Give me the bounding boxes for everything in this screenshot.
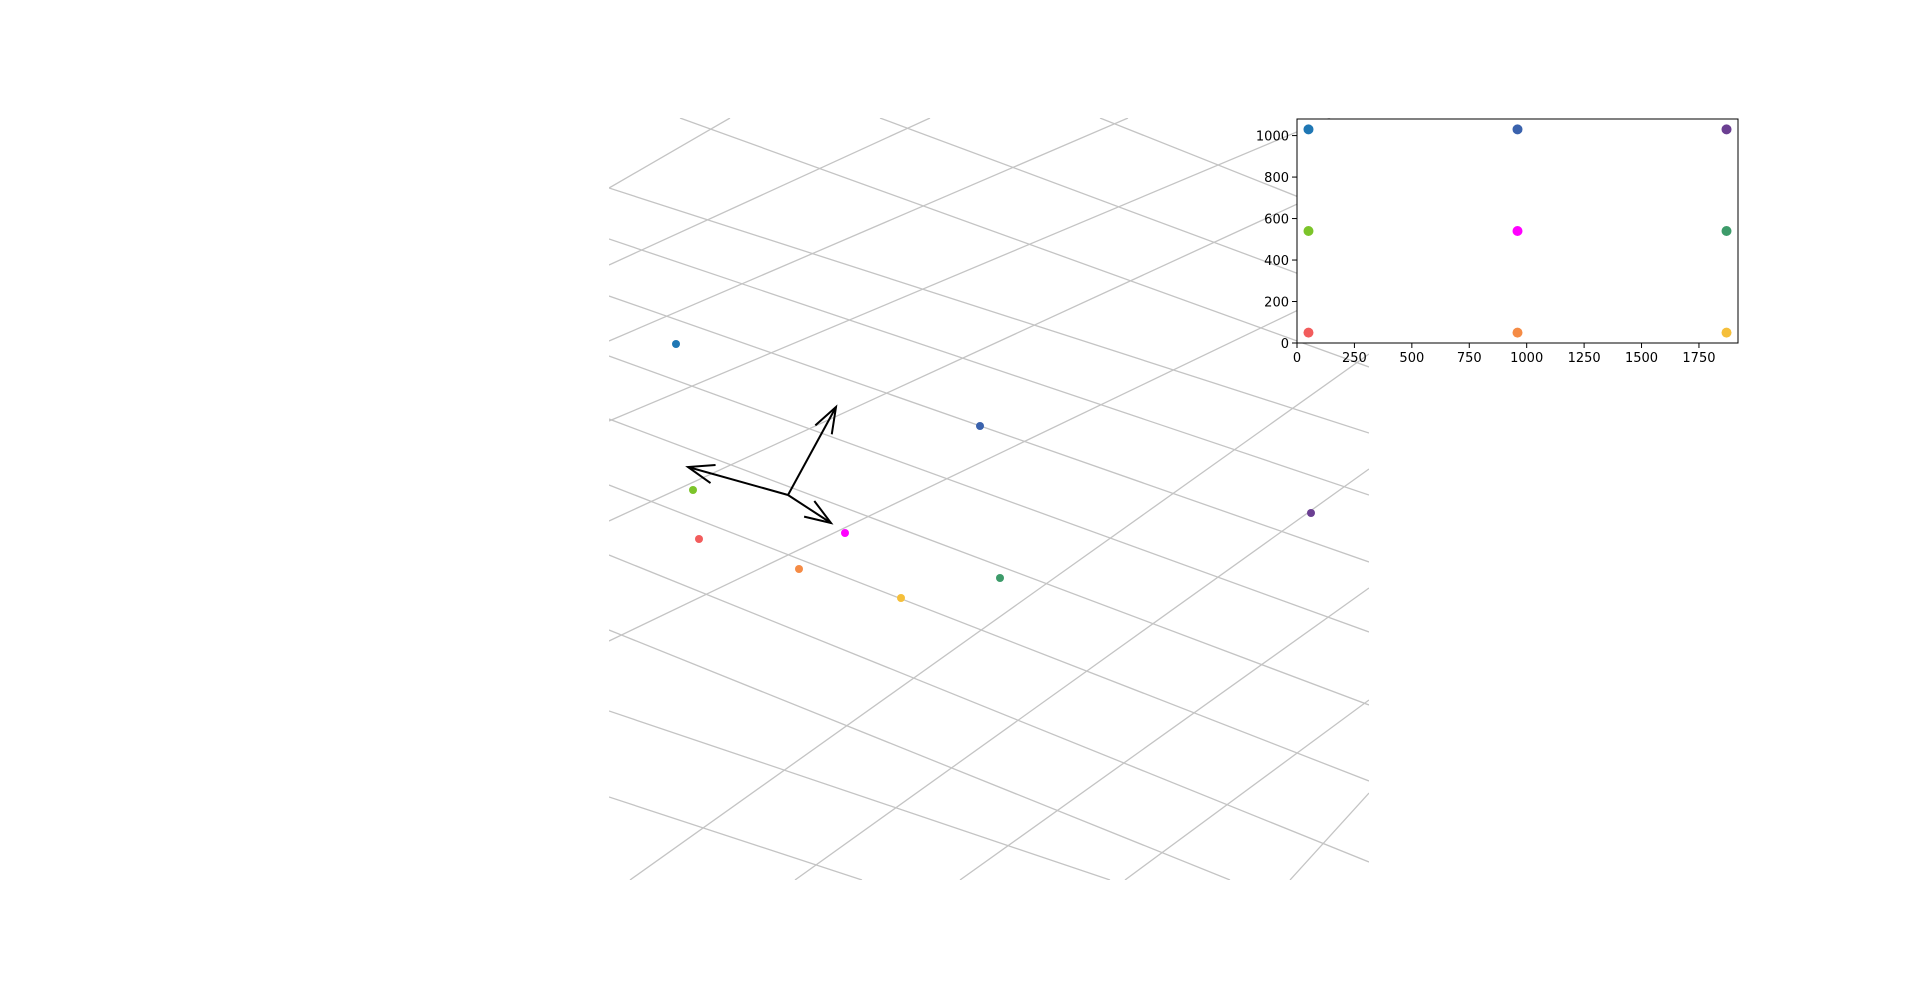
y-tick-label-1: 200 (1264, 296, 1289, 311)
grid-line-b-6 (629, 353, 1369, 880)
inset-points (1303, 124, 1732, 338)
grid-line-b-4 (609, 170, 1369, 522)
grid-line-a-11 (879, 118, 1369, 301)
inset-point-1 (1303, 124, 1314, 135)
main-point-1 (672, 340, 680, 348)
main-point-4 (689, 486, 697, 494)
axis-arrow-head-1 (814, 404, 838, 435)
inset-point-9 (1721, 327, 1732, 338)
inset-axes-ticks: 0 250 500 750 1000 1250 1500 1750 0 200 400 600 800 1… (1256, 130, 1716, 366)
grid-line-b-10 (1289, 792, 1369, 880)
x-tick-label-0: 0 (1293, 351, 1301, 366)
grid-line-a-3 (609, 355, 1369, 633)
y-tick-label-0: 0 (1281, 337, 1289, 352)
main-point-6 (996, 574, 1004, 582)
grid-line-a-1 (609, 238, 1369, 496)
grid-line-b-5 (609, 275, 1369, 642)
grid-line-a-8 (609, 710, 1111, 880)
perspective-grid (609, 118, 1369, 880)
grid-line-a-6 (609, 554, 1369, 863)
inset-frame (1296, 118, 1739, 344)
y-tick-label-2: 400 (1264, 254, 1289, 269)
perspective-points (672, 340, 1315, 602)
grid-line-b-1 (609, 118, 931, 266)
inset-point-7 (1303, 327, 1314, 338)
y-tick-label-5: 1000 (1256, 130, 1289, 145)
grid-line-b-0 (609, 118, 731, 189)
x-tick-label-2: 500 (1399, 351, 1424, 366)
x-tick-label-7: 1750 (1682, 351, 1715, 366)
axis-arrow-shaft-2 (687, 466, 789, 496)
axis-arrow-shaft-3 (787, 494, 832, 524)
y-tick-label-4: 800 (1264, 171, 1289, 186)
grid-line-b-7 (794, 468, 1369, 880)
grid-line-b-9 (1124, 699, 1369, 880)
x-tick-label-6: 1500 (1625, 351, 1658, 366)
grid-line-a-0 (609, 187, 1369, 434)
grid-line-a-5 (609, 484, 1369, 782)
axis-arrow-shaft-1 (787, 406, 837, 496)
inset-point-4 (1303, 226, 1314, 236)
inset-point-5 (1512, 226, 1523, 236)
main-point-2 (976, 422, 984, 430)
x-tick-label-1: 250 (1342, 351, 1367, 366)
main-point-7 (695, 535, 703, 543)
main-point-9 (897, 594, 905, 602)
x-tick-label-3: 750 (1457, 351, 1482, 366)
x-tick-label-4: 1000 (1510, 351, 1543, 366)
x-tick-label-5: 1250 (1568, 351, 1601, 366)
axis-arrow-head-3 (803, 500, 834, 525)
grid-line-a-7 (609, 629, 1231, 880)
y-tick-label-3: 600 (1264, 213, 1289, 228)
main-point-5 (841, 529, 849, 537)
main-point-8 (795, 565, 803, 573)
inset-point-3 (1721, 124, 1732, 135)
grid-line-b-2 (609, 118, 1129, 342)
grid-line-a-2 (609, 295, 1369, 563)
inset-point-2 (1512, 124, 1523, 135)
axis-arrow-head-2 (685, 463, 716, 484)
grid-line-b-3 (609, 118, 1331, 422)
grid-line-a-4 (609, 418, 1369, 706)
inset-point-8 (1512, 327, 1523, 338)
orientation-axes (685, 404, 838, 525)
inset-point-6 (1721, 226, 1732, 236)
grid-line-a-10 (679, 118, 1369, 368)
main-point-3 (1307, 509, 1315, 517)
grid-line-a-9 (609, 796, 863, 880)
grid-line-b-8 (959, 587, 1369, 880)
